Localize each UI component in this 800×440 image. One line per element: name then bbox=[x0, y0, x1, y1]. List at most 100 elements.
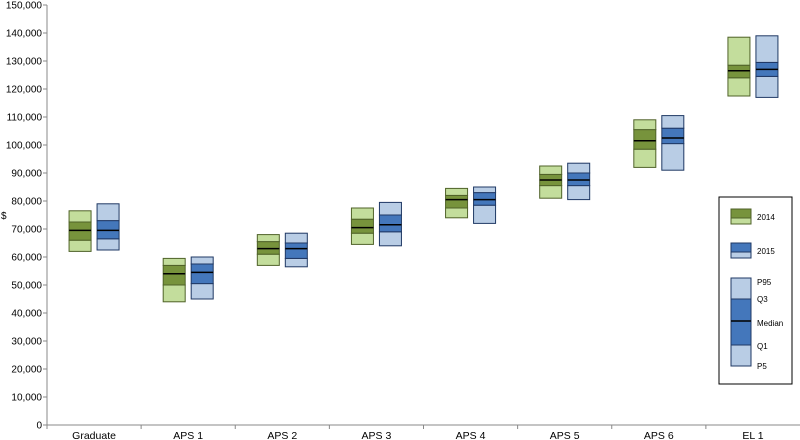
legend-frame bbox=[718, 196, 793, 385]
legend-key-label: Q1 bbox=[757, 342, 768, 351]
x-tick-label: APS 6 bbox=[644, 430, 674, 440]
box-p5-q1 bbox=[378, 231, 402, 247]
box bbox=[190, 256, 214, 300]
y-tick-label: 140,000 bbox=[6, 29, 43, 40]
box-q1-q3 bbox=[633, 129, 657, 150]
y-tick-label: 0 bbox=[36, 421, 42, 432]
box bbox=[661, 115, 685, 171]
legend-key-label: Q3 bbox=[757, 295, 768, 304]
box-p5-q1 bbox=[567, 185, 591, 201]
x-tick-label: APS 4 bbox=[456, 430, 486, 440]
box bbox=[378, 201, 402, 247]
box-q3-p95 bbox=[727, 36, 751, 66]
box-p5-q1 bbox=[755, 75, 779, 98]
box-q3-p95 bbox=[350, 207, 374, 220]
box-p5-q1 bbox=[96, 238, 120, 251]
box-p5-q1 bbox=[256, 253, 280, 266]
box-p5-q1 bbox=[727, 77, 751, 97]
legend-item-2015: 2015 bbox=[730, 242, 775, 259]
axes: 0 10,000 20,000 30,000 40,000 50,000 60,000 70,… bbox=[6, 1, 800, 440]
box-q3-p95 bbox=[162, 257, 186, 266]
box-p5-q1 bbox=[190, 283, 214, 300]
x-tick-label: EL 1 bbox=[742, 430, 763, 440]
box-p5-q1 bbox=[350, 232, 374, 245]
box bbox=[284, 232, 308, 268]
legend-swatch-light bbox=[730, 217, 752, 225]
legend-key-label: Median bbox=[757, 319, 783, 328]
box bbox=[68, 210, 92, 252]
x-tick-label: APS 1 bbox=[173, 430, 203, 440]
y-tick-label: 110,000 bbox=[7, 113, 43, 124]
box-p5-q1 bbox=[633, 148, 657, 168]
y-tick-label: 10,000 bbox=[11, 393, 42, 404]
box bbox=[256, 234, 280, 266]
box-q3-p95 bbox=[473, 186, 497, 194]
y-tick-label: 100,000 bbox=[6, 141, 43, 152]
box-q1-q3 bbox=[661, 127, 685, 145]
y-tick-label: 130,000 bbox=[6, 57, 43, 68]
legend-swatch-light bbox=[730, 251, 752, 259]
box-q3-p95 bbox=[256, 234, 280, 243]
legend-key-label: P95 bbox=[757, 278, 772, 287]
box-q3-p95 bbox=[68, 210, 92, 223]
x-tick-label: APS 2 bbox=[267, 430, 297, 440]
x-tick-label: APS 3 bbox=[362, 430, 392, 440]
legend-swatch-dark bbox=[730, 208, 752, 219]
box bbox=[445, 187, 469, 219]
box-q3-p95 bbox=[445, 187, 469, 196]
box bbox=[350, 207, 374, 245]
box-p5-q1 bbox=[162, 284, 186, 303]
legend-swatch-dark bbox=[730, 242, 752, 253]
legend-key-label: P5 bbox=[757, 362, 767, 371]
box bbox=[755, 35, 779, 98]
box-q3-p95 bbox=[755, 35, 779, 63]
box-q3-p95 bbox=[96, 203, 120, 222]
box-q1-q3 bbox=[445, 194, 469, 209]
box-q3-p95 bbox=[539, 165, 563, 175]
box-p5-q1 bbox=[539, 185, 563, 199]
box bbox=[567, 162, 591, 201]
legend-label: 2014 bbox=[757, 213, 775, 222]
legend-label: 2015 bbox=[757, 247, 775, 256]
box-p5-q1 bbox=[284, 257, 308, 268]
box bbox=[162, 257, 186, 303]
y-axis-label: $ bbox=[1, 211, 7, 222]
box-q3-p95 bbox=[284, 232, 308, 244]
box-p5-q1 bbox=[68, 239, 92, 252]
box-q1-q3 bbox=[162, 264, 186, 286]
box-q1-q3 bbox=[284, 242, 308, 259]
y-tick-label: 90,000 bbox=[11, 169, 42, 180]
box bbox=[727, 36, 751, 97]
box-p5-q1 bbox=[445, 207, 469, 219]
box bbox=[539, 165, 563, 199]
box-q1-q3 bbox=[190, 263, 214, 285]
key-lower-light bbox=[730, 344, 752, 367]
key-iqr bbox=[730, 298, 752, 346]
box-q3-p95 bbox=[567, 162, 591, 174]
box-q3-p95 bbox=[190, 256, 214, 265]
y-tick-label: 40,000 bbox=[11, 309, 42, 320]
legend: 2014 2015 P95 Q3 Median Q1 P5 bbox=[718, 196, 793, 385]
box bbox=[473, 186, 497, 224]
box-q1-q3 bbox=[350, 218, 374, 234]
y-tick-label: 50,000 bbox=[11, 281, 42, 292]
y-tick-label: 30,000 bbox=[11, 337, 42, 348]
box-q1-q3 bbox=[378, 214, 402, 233]
box bbox=[96, 203, 120, 251]
x-tick-label: APS 5 bbox=[550, 430, 580, 440]
y-tick-label: 20,000 bbox=[11, 365, 42, 376]
legend-item-2014: 2014 bbox=[730, 208, 775, 225]
y-tick-label: 80,000 bbox=[11, 197, 42, 208]
box-p5-q1 bbox=[473, 204, 497, 224]
legend-key: P95 Q3 Median Q1 P5 bbox=[730, 277, 783, 371]
box-q3-p95 bbox=[633, 119, 657, 131]
y-tick-label: 120,000 bbox=[6, 85, 43, 96]
box bbox=[633, 119, 657, 168]
y-tick-label: 60,000 bbox=[11, 253, 42, 264]
plot-area bbox=[68, 35, 779, 303]
y-tick-label: 150,000 bbox=[6, 1, 43, 12]
x-tick-label: Graduate bbox=[72, 430, 116, 440]
key-upper-light bbox=[730, 277, 752, 300]
box-q3-p95 bbox=[661, 115, 685, 129]
